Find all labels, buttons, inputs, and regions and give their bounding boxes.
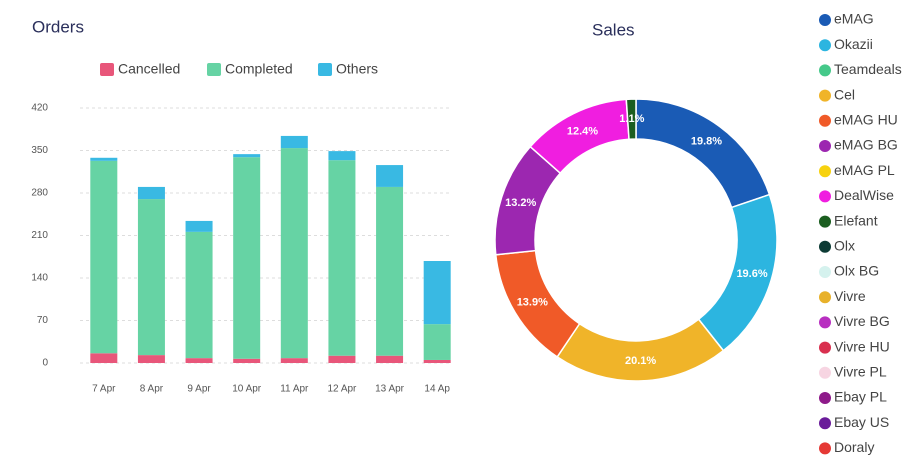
x-tick-label: 12 Apr <box>327 384 357 395</box>
legend-label: eMAG HU <box>834 112 898 128</box>
x-tick-label: 13 Apr <box>375 384 405 395</box>
bar-segment <box>280 358 308 363</box>
slice-label: 13.9% <box>517 296 548 308</box>
bar-segment <box>185 220 213 232</box>
legend-label: Ebay US <box>834 414 889 430</box>
bar-segment <box>137 186 165 200</box>
legend-swatch <box>819 316 831 329</box>
y-tick-label: 210 <box>31 230 48 241</box>
bar-segment <box>423 324 451 360</box>
bar-segment <box>185 358 213 363</box>
legend-swatch <box>819 215 831 228</box>
bar-segment <box>423 359 451 363</box>
legend-label: eMAG BG <box>834 137 898 153</box>
legend-label: Olx <box>834 238 855 254</box>
legend-swatch <box>819 417 831 430</box>
bar-segment <box>233 154 261 158</box>
legend-label: Vivre PL <box>834 364 887 380</box>
legend-label: eMAG PL <box>834 162 895 178</box>
bar-segment <box>328 160 356 356</box>
legend-swatch <box>819 14 831 26</box>
y-tick-label: 70 <box>37 315 49 326</box>
legend-label: Cel <box>834 86 855 102</box>
legend-label: Teamdeals <box>834 61 902 77</box>
bar-segment <box>280 148 308 359</box>
legend-swatch <box>318 63 332 76</box>
chart-title: Sales <box>592 20 635 39</box>
orders-chart: Orders 0 70 140 210 280 350 420 Cancelled Comple… <box>31 17 452 395</box>
legend-label: Ebay PL <box>834 389 887 405</box>
legend-swatch <box>819 341 831 354</box>
x-tick-label: 7 Apr <box>92 384 116 395</box>
legend-swatch <box>819 392 831 404</box>
y-tick-label: 0 <box>42 358 48 369</box>
y-tick-label: 420 <box>31 103 48 114</box>
legend-label: Okazii <box>834 36 873 52</box>
pie-slice <box>625 98 637 141</box>
pie-slice <box>556 318 725 382</box>
legend-swatch <box>819 165 831 178</box>
legend-label: Completed <box>225 61 293 77</box>
legend-swatch <box>819 266 831 278</box>
legend-label: Vivre HU <box>834 338 890 354</box>
slice-label: 1.1% <box>619 113 644 125</box>
legend-swatch <box>819 39 831 52</box>
legend-label: Doraly <box>834 439 874 455</box>
legend-label: Vivre BG <box>834 313 890 329</box>
x-tick-label: 14 Ap <box>424 384 450 395</box>
y-tick-label: 280 <box>31 188 48 199</box>
legend-swatch <box>819 64 831 77</box>
x-tick-label: 8 Apr <box>140 384 164 395</box>
x-tick-label: 11 Apr <box>280 384 309 395</box>
slice-label: 20.1% <box>625 355 656 367</box>
y-tick-label: 350 <box>31 145 48 156</box>
bar-segment <box>233 157 261 359</box>
legend-label: Vivre <box>834 288 866 304</box>
legend-swatch <box>819 366 831 379</box>
legend-swatch <box>819 89 831 102</box>
slice-label: 19.6% <box>736 268 767 280</box>
legend-swatch <box>819 240 831 253</box>
legend-swatch <box>819 291 831 304</box>
slice-label: 19.8% <box>691 136 722 148</box>
chart-title: Orders <box>32 17 84 36</box>
bar-segment <box>376 186 404 356</box>
bar-segment <box>90 353 118 363</box>
legend-label: Others <box>336 61 378 77</box>
bar-segment <box>376 355 404 363</box>
bar-segment <box>90 160 118 354</box>
legend-label: DealWise <box>834 187 894 203</box>
legend-label: eMAG <box>834 11 874 27</box>
bar-segment <box>376 165 404 187</box>
slice-label: 13.2% <box>505 197 536 209</box>
bar-segment <box>328 355 356 363</box>
legend-swatch <box>100 63 114 76</box>
legend-swatch <box>819 442 831 455</box>
bar-segment <box>423 261 451 325</box>
x-tick-label: 10 Apr <box>232 384 262 395</box>
sales-chart: Sales 19.8% 19.6% 20.1% 13.9% 13.2% 12.4% 1.1%… <box>494 11 902 455</box>
bar-segment <box>137 199 165 356</box>
bar-segment <box>137 355 165 363</box>
legend-label: Olx BG <box>834 263 879 279</box>
legend-swatch <box>819 114 831 127</box>
bar-segment <box>185 231 213 359</box>
legend-swatch <box>819 140 831 152</box>
legend-swatch <box>207 63 221 76</box>
bar-segment <box>280 135 308 149</box>
legend-label: Elefant <box>834 212 878 228</box>
y-tick-label: 140 <box>31 273 48 284</box>
pie-slice <box>635 98 771 209</box>
slice-label: 12.4% <box>567 125 598 137</box>
legend-swatch <box>819 190 831 203</box>
bar-segment <box>328 151 356 161</box>
x-tick-label: 9 Apr <box>187 384 211 395</box>
legend-label: Cancelled <box>118 61 180 77</box>
bar-segment <box>233 358 261 363</box>
bar-segment <box>90 157 118 161</box>
